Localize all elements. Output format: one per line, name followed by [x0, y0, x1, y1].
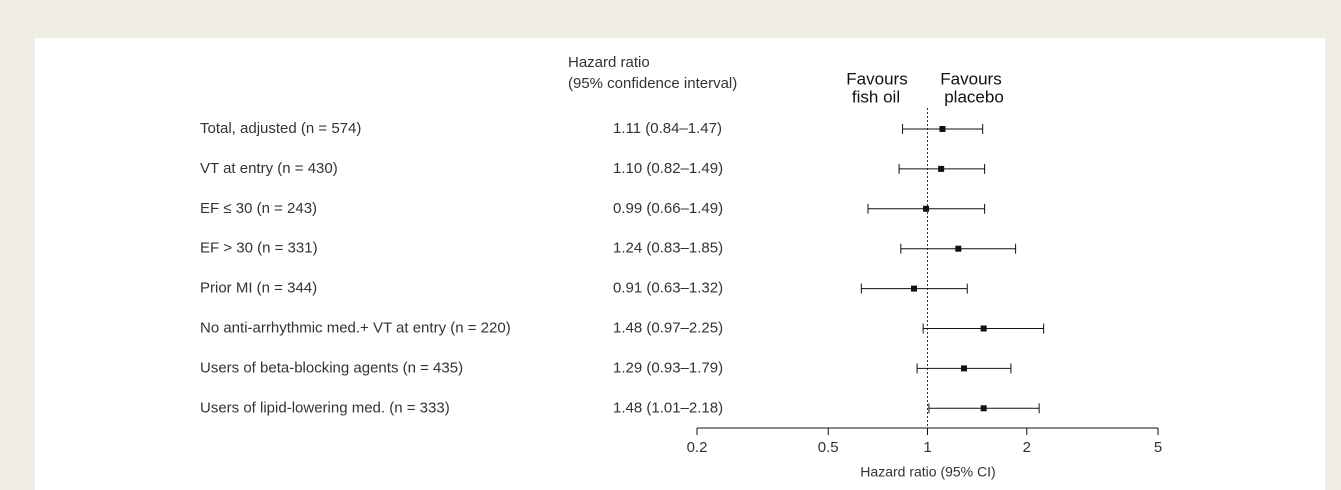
row-label: Total, adjusted (n = 574): [200, 120, 361, 137]
value-label: 1.48 (1.01–2.18): [613, 399, 723, 416]
value-label: 1.48 (0.97–2.25): [613, 319, 723, 336]
row-label: Prior MI (n = 344): [200, 280, 317, 297]
left-annotation: fish oil: [852, 87, 900, 106]
x-tick-label: 1: [923, 439, 931, 456]
row-label: No anti-arrhythmic med.+ VT at entry (n …: [200, 319, 511, 336]
row-label: Users of beta-blocking agents (n = 435): [200, 359, 463, 376]
row-label: EF > 30 (n = 331): [200, 240, 318, 257]
value-label: 0.99 (0.66–1.49): [613, 200, 723, 217]
left-annotation: Favours: [846, 69, 907, 88]
point-estimate: [910, 285, 917, 292]
value-label: 1.10 (0.82–1.49): [613, 160, 723, 177]
point-estimate: [980, 325, 987, 332]
point-estimate: [955, 245, 962, 252]
right-annotation: Favours: [940, 69, 1001, 88]
panel: [35, 38, 1325, 490]
row-label: EF ≤ 30 (n = 243): [200, 200, 317, 217]
point-estimate: [960, 365, 967, 372]
x-tick-label: 0.2: [687, 439, 708, 456]
column-header: (95% confidence interval): [568, 75, 737, 92]
point-estimate: [938, 165, 945, 172]
x-axis-label: Hazard ratio (95% CI): [860, 464, 995, 480]
point-estimate: [980, 405, 987, 412]
point-estimate: [939, 126, 946, 132]
x-tick-label: 2: [1023, 439, 1031, 456]
value-label: 1.11 (0.84–1.47): [613, 120, 722, 137]
row-label: VT at entry (n = 430): [200, 160, 338, 177]
x-tick-label: 5: [1154, 439, 1162, 456]
row-label: Users of lipid-lowering med. (n = 333): [200, 399, 450, 416]
column-header: Hazard ratio: [568, 54, 650, 71]
value-label: 1.24 (0.83–1.85): [613, 240, 723, 257]
value-label: 1.29 (0.93–1.79): [613, 359, 723, 376]
x-tick-label: 0.5: [818, 439, 839, 456]
right-annotation: placebo: [944, 87, 1004, 106]
point-estimate: [923, 205, 930, 212]
value-label: 0.91 (0.63–1.32): [613, 280, 723, 297]
